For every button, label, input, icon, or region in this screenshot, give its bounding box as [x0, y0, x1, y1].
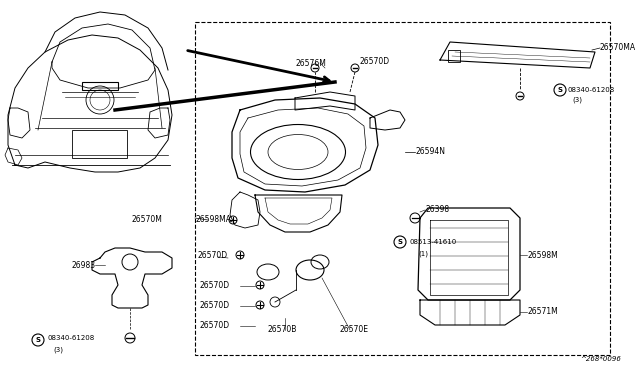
Text: 26398: 26398 [425, 205, 449, 215]
Text: S: S [397, 239, 403, 245]
Text: S: S [557, 87, 563, 93]
Text: (3): (3) [53, 347, 63, 353]
Text: 26570D: 26570D [200, 282, 230, 291]
Bar [195, 22, 610, 355]
Text: 08340-61208: 08340-61208 [568, 87, 615, 93]
Text: 26570MA: 26570MA [600, 44, 636, 52]
Text: 26594N: 26594N [415, 148, 445, 157]
Text: 26570D: 26570D [200, 301, 230, 311]
Text: 26570B: 26570B [268, 326, 298, 334]
Text: 08513-41610: 08513-41610 [410, 239, 457, 245]
Text: 26983: 26983 [72, 260, 96, 269]
Text: 26570D: 26570D [360, 58, 390, 67]
Bar [82, 82, 118, 90]
Text: (1): (1) [418, 251, 428, 257]
Text: S: S [35, 337, 40, 343]
Text: 26570M: 26570M [132, 215, 163, 224]
Text: 26576M: 26576M [295, 58, 326, 67]
Bar [72, 130, 127, 158]
Text: 26598M: 26598M [527, 250, 557, 260]
Text: ^268*0096: ^268*0096 [580, 356, 621, 362]
Text: 26570D: 26570D [198, 251, 228, 260]
Text: 26570D: 26570D [200, 321, 230, 330]
Bar [448, 50, 460, 62]
Text: 26571M: 26571M [527, 308, 557, 317]
Text: (3): (3) [572, 97, 582, 103]
Text: 26598MA: 26598MA [196, 215, 232, 224]
Text: 08340-61208: 08340-61208 [48, 335, 95, 341]
Text: 26570E: 26570E [340, 326, 369, 334]
